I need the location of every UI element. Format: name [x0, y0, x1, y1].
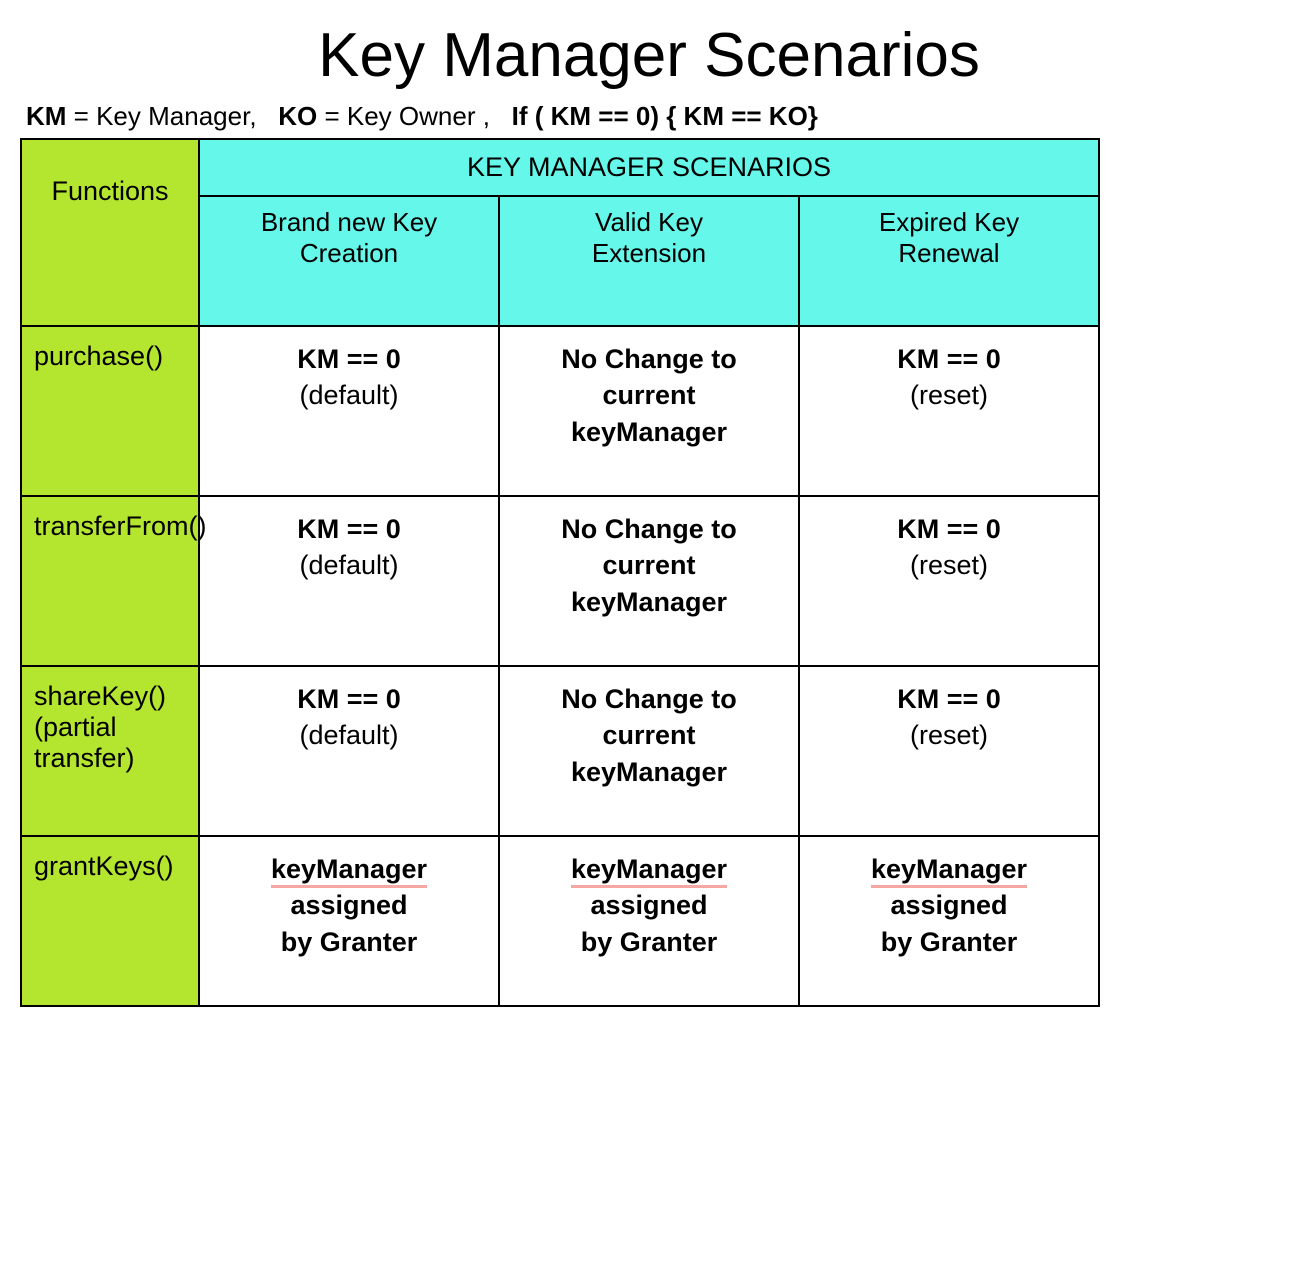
table-row: transferFrom() KM == 0 (default) No Chan…: [21, 496, 1099, 666]
header-col-1-l1: Brand new Key: [261, 207, 437, 237]
cell-bold: KM == 0: [897, 344, 1001, 374]
header-col-1-l2: Creation: [300, 238, 398, 268]
data-cell: KM == 0 (reset): [799, 326, 1099, 496]
legend-line: KM = Key Manager, KO = Key Owner , If ( …: [26, 101, 1278, 132]
legend-ko-full: Key Owner: [347, 101, 476, 131]
func-cell: transferFrom(): [21, 496, 199, 666]
header-scenarios-title: KEY MANAGER SCENARIOS: [199, 139, 1099, 196]
header-row-1: Functions KEY MANAGER SCENARIOS: [21, 139, 1099, 196]
cell-bold: KM == 0: [897, 514, 1001, 544]
underlined-term: keyManager: [871, 854, 1027, 888]
legend-km-abbr: KM: [26, 101, 66, 131]
scenarios-table: Functions KEY MANAGER SCENARIOS Brand ne…: [20, 138, 1100, 1007]
cell-text: by Granter: [581, 927, 718, 957]
data-cell: KM == 0 (default): [199, 666, 499, 836]
cell-bold: keyManager: [571, 587, 727, 617]
data-cell: No Change to current keyManager: [499, 666, 799, 836]
header-col-3-l1: Expired Key: [879, 207, 1019, 237]
data-cell: KM == 0 (default): [199, 326, 499, 496]
cell-text: assigned: [290, 890, 407, 920]
header-functions: Functions: [21, 139, 199, 326]
header-col-2-l1: Valid Key: [595, 207, 703, 237]
cell-text: assigned: [590, 890, 707, 920]
cell-text: assigned: [890, 890, 1007, 920]
func-cell: shareKey() (partial transfer): [21, 666, 199, 836]
page-title: Key Manager Scenarios: [20, 20, 1278, 91]
cell-sub: (reset): [910, 550, 988, 580]
cell-bold: keyManager assigned by Granter: [271, 854, 427, 957]
header-col-3-l2: Renewal: [898, 238, 999, 268]
cell-bold: No Change to current: [561, 344, 737, 410]
legend-km-full: Key Manager: [96, 101, 249, 131]
func-l1: shareKey(): [34, 681, 166, 711]
legend-equals-1: =: [74, 101, 96, 131]
data-cell: KM == 0 (reset): [799, 666, 1099, 836]
cell-bold: KM == 0: [897, 684, 1001, 714]
data-cell: keyManager assigned by Granter: [499, 836, 799, 1006]
func-cell: purchase(): [21, 326, 199, 496]
legend-equals-2: =: [324, 101, 346, 131]
cell-bold: keyManager: [571, 757, 727, 787]
cell-sub: (reset): [910, 380, 988, 410]
cell-sub: (default): [299, 550, 398, 580]
table-row: purchase() KM == 0 (default) No Change t…: [21, 326, 1099, 496]
legend-ko-abbr: KO: [278, 101, 317, 131]
func-l2: (partial: [34, 712, 117, 742]
func-l3: transfer): [34, 743, 135, 773]
cell-sub: (reset): [910, 720, 988, 750]
underlined-term: keyManager: [271, 854, 427, 888]
header-col-2-l2: Extension: [592, 238, 706, 268]
cell-bold: KM == 0: [297, 514, 401, 544]
cell-sub: (default): [299, 380, 398, 410]
header-col-2: Valid Key Extension: [499, 196, 799, 326]
header-col-1: Brand new Key Creation: [199, 196, 499, 326]
data-cell: keyManager assigned by Granter: [199, 836, 499, 1006]
cell-text: by Granter: [881, 927, 1018, 957]
legend-rule: If ( KM == 0) { KM == KO}: [512, 101, 818, 131]
cell-text: by Granter: [281, 927, 418, 957]
data-cell: keyManager assigned by Granter: [799, 836, 1099, 1006]
cell-bold: keyManager: [571, 417, 727, 447]
cell-bold: No Change to current: [561, 684, 737, 750]
cell-bold: KM == 0: [297, 684, 401, 714]
func-cell: grantKeys(): [21, 836, 199, 1006]
data-cell: No Change to current keyManager: [499, 496, 799, 666]
underlined-term: keyManager: [571, 854, 727, 888]
cell-bold: keyManager assigned by Granter: [871, 854, 1027, 957]
table-row: grantKeys() keyManager assigned by Grante…: [21, 836, 1099, 1006]
data-cell: KM == 0 (reset): [799, 496, 1099, 666]
cell-bold: KM == 0: [297, 344, 401, 374]
cell-bold: keyManager assigned by Granter: [571, 854, 727, 957]
cell-bold: No Change to current: [561, 514, 737, 580]
data-cell: No Change to current keyManager: [499, 326, 799, 496]
cell-sub: (default): [299, 720, 398, 750]
table-row: shareKey() (partial transfer) KM == 0 (d…: [21, 666, 1099, 836]
header-col-3: Expired Key Renewal: [799, 196, 1099, 326]
data-cell: KM == 0 (default): [199, 496, 499, 666]
